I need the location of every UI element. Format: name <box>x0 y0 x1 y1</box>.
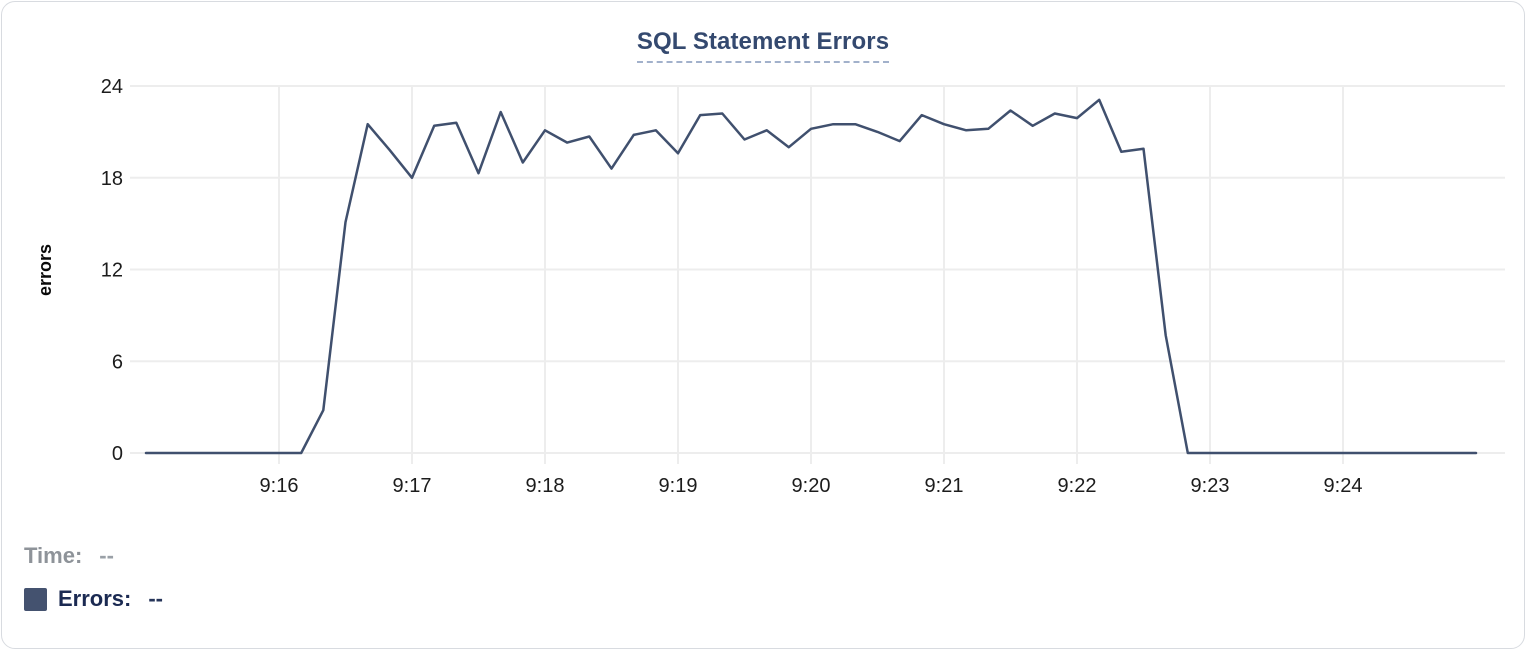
x-tick-label: 9:18 <box>526 475 565 497</box>
x-tick-label: 9:21 <box>925 475 964 497</box>
x-tick-label: 9:20 <box>792 475 831 497</box>
y-axis-label: errors <box>35 244 55 296</box>
legend-errors-label: Errors: <box>58 586 132 611</box>
y-tick-label: 18 <box>101 168 123 190</box>
legend-errors-value: -- <box>148 586 164 611</box>
y-tick-label: 0 <box>112 443 123 465</box>
chart-header: SQL Statement Errors <box>2 30 1524 63</box>
legend-time-row: Time: -- <box>24 543 114 569</box>
line-chart[interactable]: 0 6 12 18 24 9:16 9:17 9:18 9:19 9:20 9:21 9:22 9:23… <box>2 2 1528 512</box>
grid-lines <box>130 85 1505 464</box>
legend-time-value: -- <box>99 543 114 568</box>
x-tick-label: 9:17 <box>393 475 432 497</box>
x-tick-label: 9:16 <box>260 475 299 497</box>
y-tick-label: 6 <box>112 351 123 373</box>
axis-tick-labels: 0 6 12 18 24 9:16 9:17 9:18 9:19 9:20 9:21 9:22 9:23… <box>101 76 1363 497</box>
x-tick-label: 9:19 <box>659 475 698 497</box>
x-tick-label: 9:24 <box>1324 475 1363 497</box>
y-tick-label: 24 <box>101 76 123 98</box>
legend-errors-row: Errors: -- <box>24 586 163 612</box>
y-tick-label: 12 <box>101 260 123 282</box>
legend-time-label: Time: <box>24 543 83 568</box>
x-tick-label: 9:23 <box>1191 475 1230 497</box>
x-tick-label: 9:22 <box>1058 475 1097 497</box>
errors-line-series <box>144 98 1478 455</box>
chart-title[interactable]: SQL Statement Errors <box>636 30 890 63</box>
errors-series-swatch <box>24 587 47 611</box>
